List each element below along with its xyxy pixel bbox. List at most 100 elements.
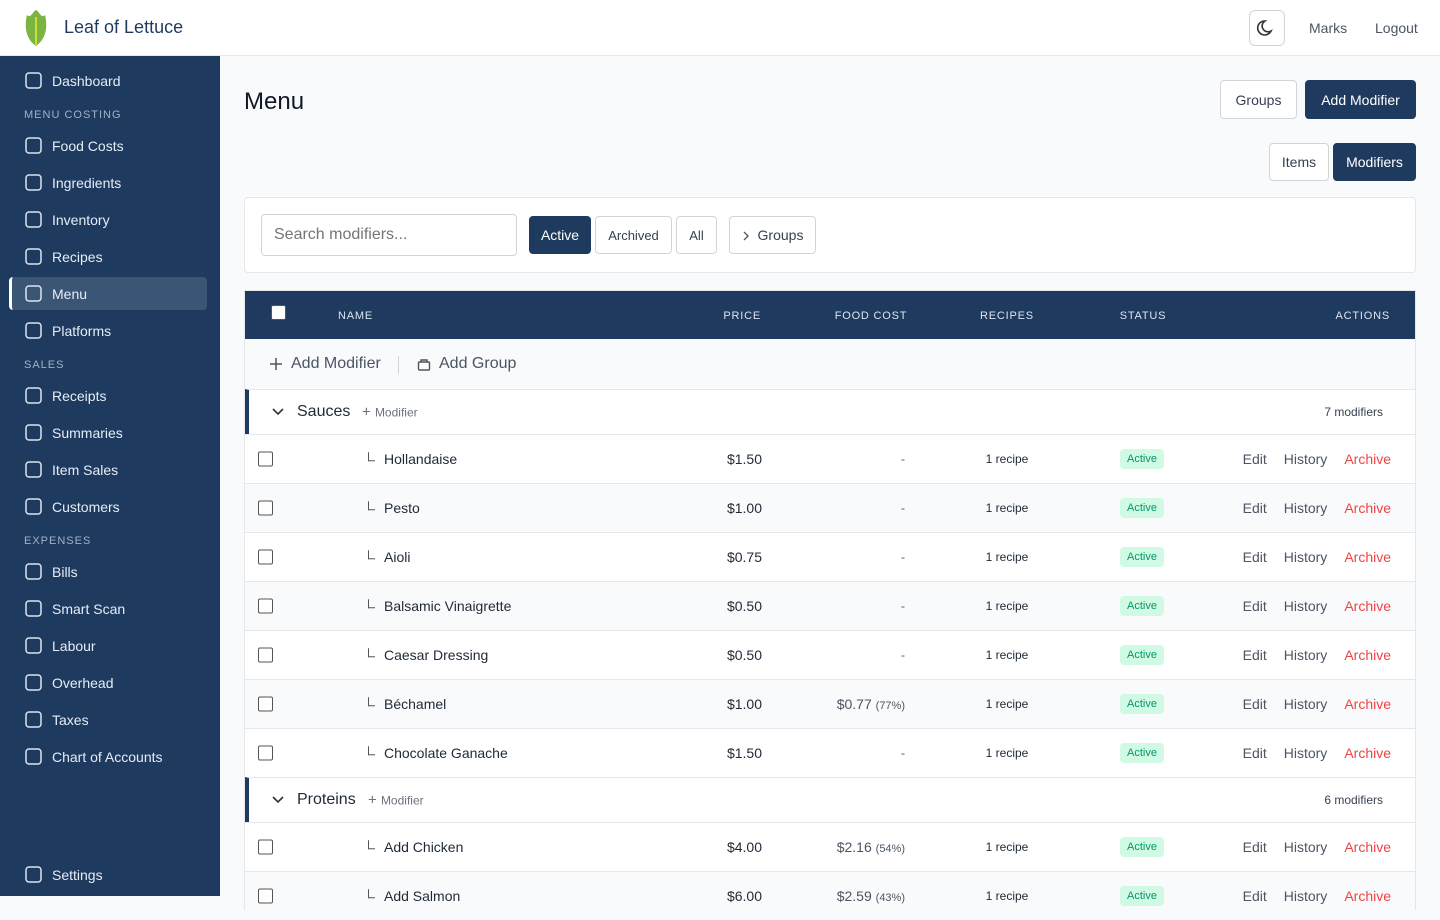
theme-toggle[interactable] — [1249, 10, 1285, 46]
group-name[interactable]: Sauces — [297, 403, 351, 420]
recipes[interactable]: 1 recipe — [985, 746, 1029, 760]
action-2[interactable]: Archive — [1344, 500, 1391, 516]
action-2[interactable]: Archive — [1344, 696, 1391, 712]
action-1[interactable]: History — [1283, 839, 1328, 855]
search-input[interactable] — [261, 214, 517, 256]
sidebar-item[interactable]: Menu — [9, 277, 207, 310]
action-2[interactable]: Archive — [1344, 451, 1391, 467]
group-name[interactable]: Proteins — [297, 791, 356, 808]
modifier-name[interactable]: Add Chicken — [384, 839, 464, 855]
icon — [25, 674, 42, 691]
sidebar-heading: SALES — [24, 359, 65, 371]
column-header: ACTIONS — [1335, 310, 1390, 322]
sidebar-item[interactable]: Taxes — [9, 703, 207, 736]
sidebar-item[interactable]: Receipts — [9, 379, 207, 412]
action-0[interactable]: Edit — [1242, 549, 1267, 565]
action-1[interactable]: History — [1283, 549, 1328, 565]
sidebar-item[interactable]: Settings — [9, 858, 207, 891]
add-modifier[interactable]: Add Modifier — [269, 355, 381, 373]
brand[interactable]: Leaf of Lettuce — [64, 17, 184, 37]
tree-connector — [368, 648, 375, 658]
add-modifier-button[interactable]: Add Modifier — [1305, 80, 1416, 119]
action-0[interactable]: Edit — [1242, 500, 1267, 516]
sidebar-item[interactable]: Ingredients — [9, 166, 207, 199]
action-0[interactable]: Edit — [1242, 451, 1267, 467]
sidebar-item[interactable]: Item Sales — [9, 453, 207, 486]
recipes[interactable]: 1 recipe — [985, 501, 1029, 515]
recipes[interactable]: 1 recipe — [985, 889, 1029, 903]
row-checkbox[interactable] — [258, 696, 273, 712]
recipes[interactable]: 1 recipe — [985, 648, 1029, 662]
nav-link[interactable]: Logout — [1375, 20, 1418, 36]
recipes[interactable]: 1 recipe — [985, 840, 1029, 854]
action-2[interactable]: Archive — [1344, 888, 1391, 904]
sidebar-item[interactable]: Platforms — [9, 314, 207, 347]
action-2[interactable]: Archive — [1344, 745, 1391, 761]
action-1[interactable]: History — [1283, 500, 1328, 516]
action-0[interactable]: Edit — [1242, 647, 1267, 663]
modifier-name[interactable]: Chocolate Ganache — [384, 745, 508, 761]
sidebar-item[interactable]: Recipes — [9, 240, 207, 273]
groups-button[interactable]: Groups — [1220, 80, 1297, 119]
row-checkbox[interactable] — [258, 598, 273, 614]
row-checkbox[interactable] — [258, 451, 273, 467]
sidebar-item[interactable]: Labour — [9, 629, 207, 662]
food-cost-value: - — [901, 599, 905, 613]
filter-all[interactable]: All — [676, 216, 717, 254]
action-2[interactable]: Archive — [1344, 549, 1391, 565]
action-0[interactable]: Edit — [1242, 888, 1267, 904]
action-0[interactable]: Edit — [1242, 598, 1267, 614]
tab[interactable]: Modifiers — [1333, 143, 1416, 181]
action-2[interactable]: Archive — [1344, 598, 1391, 614]
action-1[interactable]: History — [1283, 888, 1328, 904]
column-header: STATUS — [1119, 310, 1167, 322]
recipes[interactable]: 1 recipe — [985, 599, 1029, 613]
modifier-name[interactable]: Balsamic Vinaigrette — [384, 598, 512, 614]
recipes[interactable]: 1 recipe — [985, 697, 1029, 711]
action-0[interactable]: Edit — [1242, 745, 1267, 761]
action-1[interactable]: History — [1283, 598, 1328, 614]
modifier-name[interactable]: Pesto — [384, 500, 420, 516]
filter-active[interactable]: Active — [529, 216, 591, 254]
select-all[interactable] — [271, 305, 286, 320]
modifier-name[interactable]: Caesar Dressing — [384, 647, 489, 663]
sidebar-item[interactable]: Smart Scan — [9, 592, 207, 625]
recipes[interactable]: 1 recipe — [985, 452, 1029, 466]
row-checkbox[interactable] — [258, 647, 273, 663]
sidebar-item[interactable]: Summaries — [9, 416, 207, 449]
sidebar-item[interactable]: Bills — [9, 555, 207, 588]
filter-archived[interactable]: Archived — [595, 216, 672, 254]
group-add-modifier[interactable]: + Modifier — [368, 791, 424, 809]
sidebar-item[interactable]: Chart of Accounts — [9, 740, 207, 773]
tab[interactable]: Items — [1269, 143, 1329, 181]
row-checkbox[interactable] — [258, 745, 273, 761]
action-2[interactable]: Archive — [1344, 647, 1391, 663]
action-0[interactable]: Edit — [1242, 839, 1267, 855]
action-2[interactable]: Archive — [1344, 839, 1391, 855]
sidebar-item[interactable]: Dashboard — [9, 64, 207, 97]
action-1[interactable]: History — [1283, 647, 1328, 663]
action-1[interactable]: History — [1283, 451, 1328, 467]
recipes[interactable]: 1 recipe — [985, 550, 1029, 564]
sidebar-item[interactable]: Customers — [9, 490, 207, 523]
action-1[interactable]: History — [1283, 696, 1328, 712]
row-checkbox[interactable] — [258, 549, 273, 565]
row-checkbox[interactable] — [258, 888, 273, 904]
modifier-name[interactable]: Béchamel — [384, 696, 447, 712]
sidebar-item[interactable]: Inventory — [9, 203, 207, 236]
modifier-name[interactable]: Aioli — [384, 549, 411, 565]
group-add-modifier[interactable]: + Modifier — [362, 403, 418, 421]
row-checkbox[interactable] — [258, 500, 273, 516]
groups-toggle[interactable]: Groups — [729, 216, 816, 254]
row-checkbox[interactable] — [258, 839, 273, 855]
collapse-toggle[interactable] — [271, 792, 285, 808]
modifier-name[interactable]: Hollandaise — [384, 451, 458, 467]
action-0[interactable]: Edit — [1242, 696, 1267, 712]
add-group[interactable]: Add Group — [417, 355, 516, 373]
modifier-name[interactable]: Add Salmon — [384, 888, 461, 904]
sidebar-item[interactable]: Food Costs — [9, 129, 207, 162]
collapse-toggle[interactable] — [271, 404, 285, 420]
action-1[interactable]: History — [1283, 745, 1328, 761]
nav-link[interactable]: Marks — [1309, 20, 1348, 36]
sidebar-item[interactable]: Overhead — [9, 666, 207, 699]
